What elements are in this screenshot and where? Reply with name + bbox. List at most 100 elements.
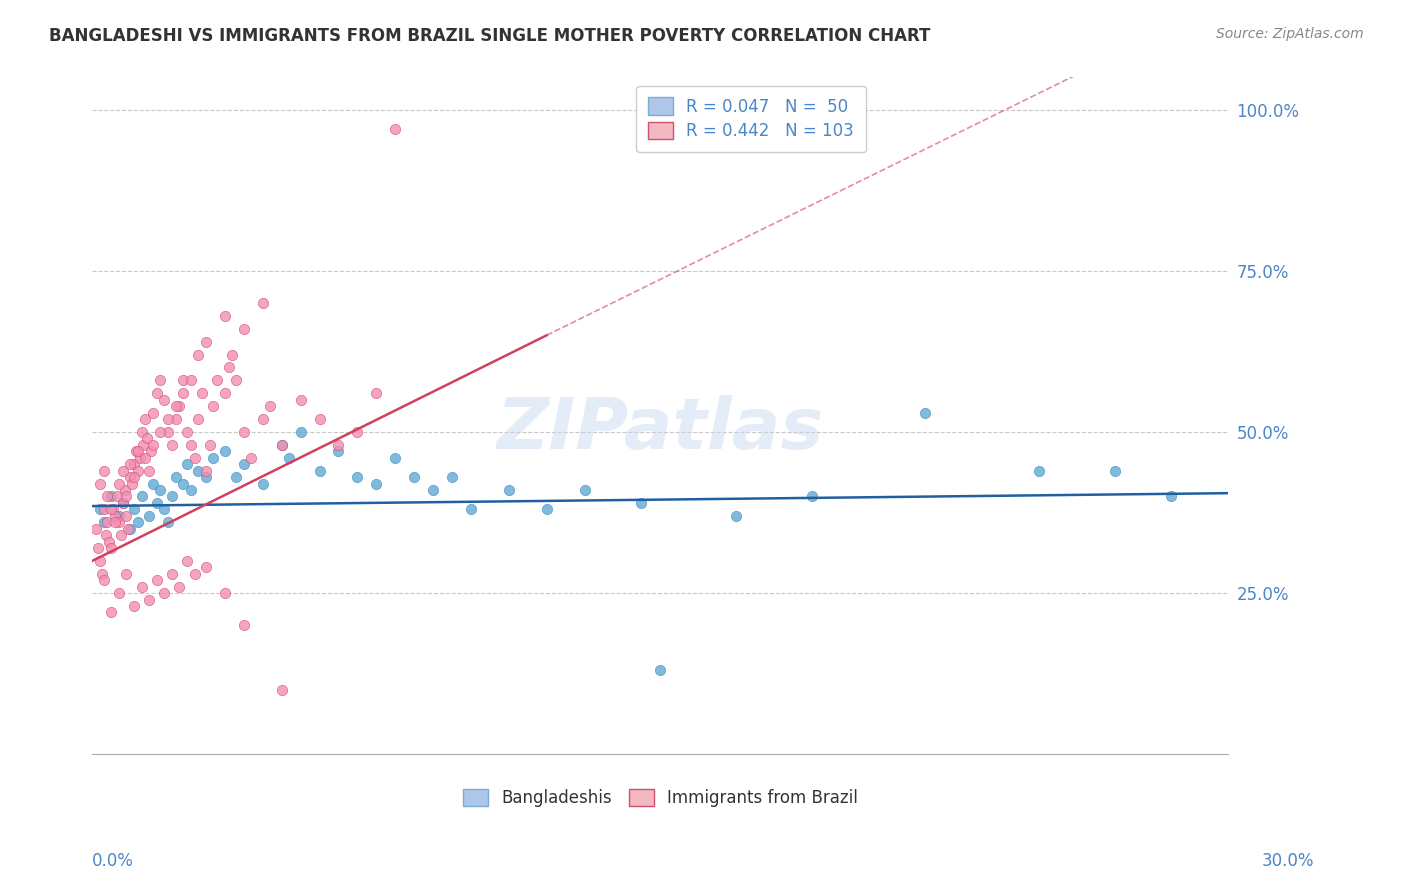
Point	[172, 386, 194, 401]
Point	[131, 489, 153, 503]
Point	[142, 476, 165, 491]
Point	[153, 502, 176, 516]
Point	[105, 489, 128, 503]
Point	[93, 573, 115, 587]
Point	[89, 554, 111, 568]
Point	[202, 450, 225, 465]
Point	[252, 476, 274, 491]
Point	[149, 425, 172, 439]
Point	[194, 470, 217, 484]
Point	[328, 438, 350, 452]
Point	[157, 412, 180, 426]
Point	[800, 489, 823, 503]
Point	[176, 425, 198, 439]
Point	[122, 470, 145, 484]
Point	[127, 464, 149, 478]
Point	[346, 425, 368, 439]
Point	[1028, 464, 1050, 478]
Point	[145, 573, 167, 587]
Point	[252, 412, 274, 426]
Point	[134, 450, 156, 465]
Point	[422, 483, 444, 497]
Point	[460, 502, 482, 516]
Point	[134, 412, 156, 426]
Point	[104, 508, 127, 523]
Point	[630, 496, 652, 510]
Point	[187, 348, 209, 362]
Point	[384, 122, 406, 136]
Point	[183, 450, 205, 465]
Point	[132, 438, 155, 452]
Point	[108, 508, 131, 523]
Point	[165, 399, 187, 413]
Point	[93, 464, 115, 478]
Point	[100, 502, 122, 516]
Point	[115, 566, 138, 581]
Point	[131, 425, 153, 439]
Point	[101, 502, 124, 516]
Point	[270, 438, 292, 452]
Point	[149, 373, 172, 387]
Point	[202, 399, 225, 413]
Point	[214, 309, 236, 323]
Point	[366, 386, 388, 401]
Point	[153, 392, 176, 407]
Point	[90, 566, 112, 581]
Point	[110, 528, 132, 542]
Point	[108, 476, 131, 491]
Point	[128, 450, 150, 465]
Point	[122, 502, 145, 516]
Point	[142, 406, 165, 420]
Point	[115, 508, 138, 523]
Point	[84, 522, 107, 536]
Point	[149, 483, 172, 497]
Point	[111, 464, 134, 478]
Point	[194, 560, 217, 574]
Point	[142, 438, 165, 452]
Point	[914, 406, 936, 420]
Point	[180, 483, 202, 497]
Point	[138, 464, 160, 478]
Point	[650, 664, 672, 678]
Point	[96, 489, 118, 503]
Point	[94, 528, 117, 542]
Point	[308, 412, 330, 426]
Point	[270, 438, 292, 452]
Point	[115, 489, 138, 503]
Point	[87, 541, 110, 555]
Point	[127, 444, 149, 458]
Point	[157, 425, 180, 439]
Point	[214, 586, 236, 600]
Point	[498, 483, 520, 497]
Point	[194, 464, 217, 478]
Point	[122, 457, 145, 471]
Point	[125, 444, 148, 458]
Point	[127, 515, 149, 529]
Point	[89, 476, 111, 491]
Point	[100, 606, 122, 620]
Point	[93, 502, 115, 516]
Point	[290, 392, 312, 407]
Point	[89, 502, 111, 516]
Point	[180, 373, 202, 387]
Point	[136, 431, 159, 445]
Point	[108, 586, 131, 600]
Point	[100, 541, 122, 555]
Point	[328, 444, 350, 458]
Point	[98, 534, 121, 549]
Point	[138, 592, 160, 607]
Point	[225, 470, 247, 484]
Point	[290, 425, 312, 439]
Point	[122, 599, 145, 613]
Point	[240, 450, 263, 465]
Point	[232, 425, 254, 439]
Point	[232, 322, 254, 336]
Point	[214, 386, 236, 401]
Point	[120, 470, 142, 484]
Point	[131, 580, 153, 594]
Point	[194, 334, 217, 349]
Point	[225, 373, 247, 387]
Point	[346, 470, 368, 484]
Text: 0.0%: 0.0%	[91, 852, 134, 870]
Text: ZIPatlas: ZIPatlas	[496, 395, 824, 464]
